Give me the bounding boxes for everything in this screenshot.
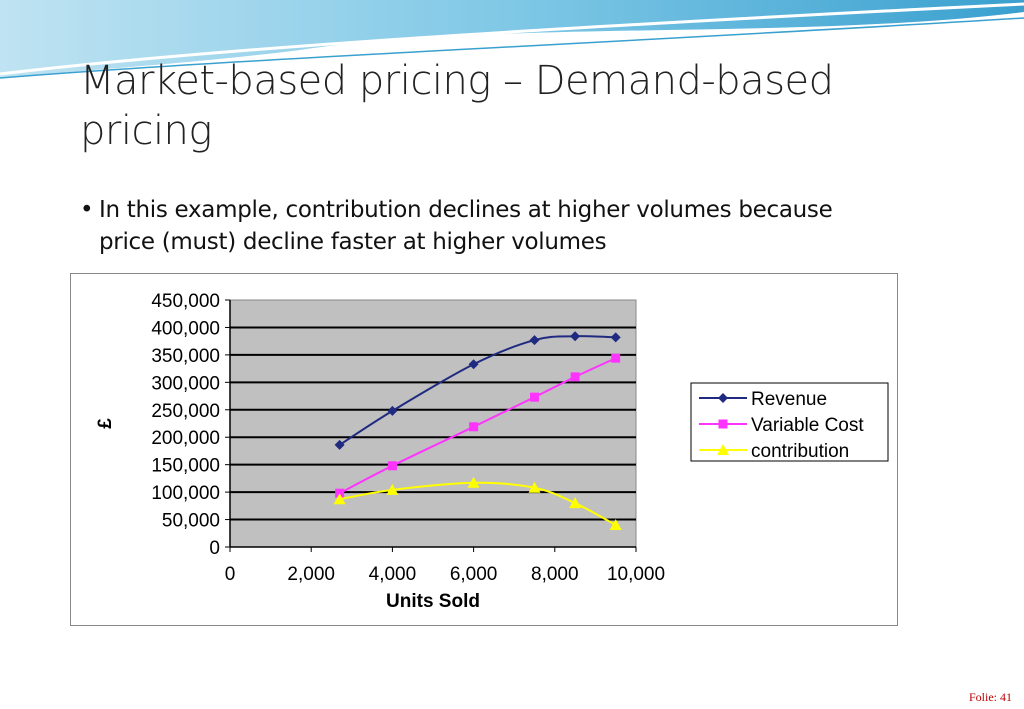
data-point-revenue <box>610 332 621 343</box>
y-tick-label: 100,000 <box>151 483 220 504</box>
header-wave-decoration <box>0 0 1024 79</box>
y-tick-label: 250,000 <box>151 401 220 422</box>
y-tick-label: 300,000 <box>151 373 220 394</box>
chart-svg: 0 50,000 100,000 150,000 200,000 250,000 300,0… <box>95 291 889 612</box>
y-tick-label: 150,000 <box>151 456 220 477</box>
legend <box>690 382 889 462</box>
legend-label-variable-cost: Variable Cost <box>751 415 864 436</box>
data-point-variable-cost <box>570 372 580 382</box>
legend-marker-contribution <box>717 444 729 455</box>
plot-area <box>229 299 637 548</box>
y-axis-label: £ <box>95 418 116 429</box>
data-point-variable-cost <box>611 353 621 363</box>
y-tick-label: 400,000 <box>151 318 220 339</box>
x-axis-label: Units Sold <box>386 591 480 612</box>
y-tick-label: 0 <box>209 538 220 559</box>
slide-number: Folie: 41 <box>968 690 1012 704</box>
data-point-variable-cost <box>469 422 479 432</box>
legend-label-revenue: Revenue <box>751 389 827 410</box>
x-tick-label: 2,000 <box>287 564 335 585</box>
x-tick-label: 8,000 <box>531 564 579 585</box>
bullet-item: • In this example, contribution declines… <box>80 194 840 258</box>
data-point-revenue <box>570 331 581 342</box>
x-tick-label: 0 <box>225 564 236 585</box>
data-point-revenue <box>387 405 398 416</box>
bullet-icon: • <box>80 197 94 223</box>
slide-title: Market-based pricing – Demand-based pric… <box>80 58 834 154</box>
data-point-contribution <box>333 493 346 505</box>
x-tick-label: 10,000 <box>607 564 665 585</box>
x-tick-label: 4,000 <box>369 564 417 585</box>
x-tick-label: 6,000 <box>450 564 498 585</box>
data-point-variable-cost <box>335 488 345 498</box>
data-point-contribution <box>569 497 582 509</box>
y-tick-label: 200,000 <box>151 428 220 449</box>
data-point-contribution <box>609 519 622 531</box>
data-point-variable-cost <box>387 461 397 471</box>
y-tick-label: 450,000 <box>151 291 220 312</box>
data-point-revenue <box>529 335 540 346</box>
data-point-contribution <box>467 476 480 488</box>
legend-label-contribution: contribution <box>751 441 849 462</box>
data-point-contribution <box>528 481 541 493</box>
y-tick-label: 350,000 <box>151 346 220 367</box>
legend-marker-variable-cost <box>718 419 728 429</box>
data-point-contribution <box>386 483 399 495</box>
y-tick-label: 50,000 <box>162 511 220 532</box>
data-point-variable-cost <box>530 392 539 402</box>
data-point-revenue <box>334 439 345 450</box>
chart: 0 50,000 100,000 150,000 200,000 250,000 300,0… <box>70 273 898 626</box>
legend-marker-revenue <box>718 393 728 403</box>
bullet-text: In this example, contribution declines a… <box>99 197 833 255</box>
data-point-revenue <box>468 359 479 370</box>
